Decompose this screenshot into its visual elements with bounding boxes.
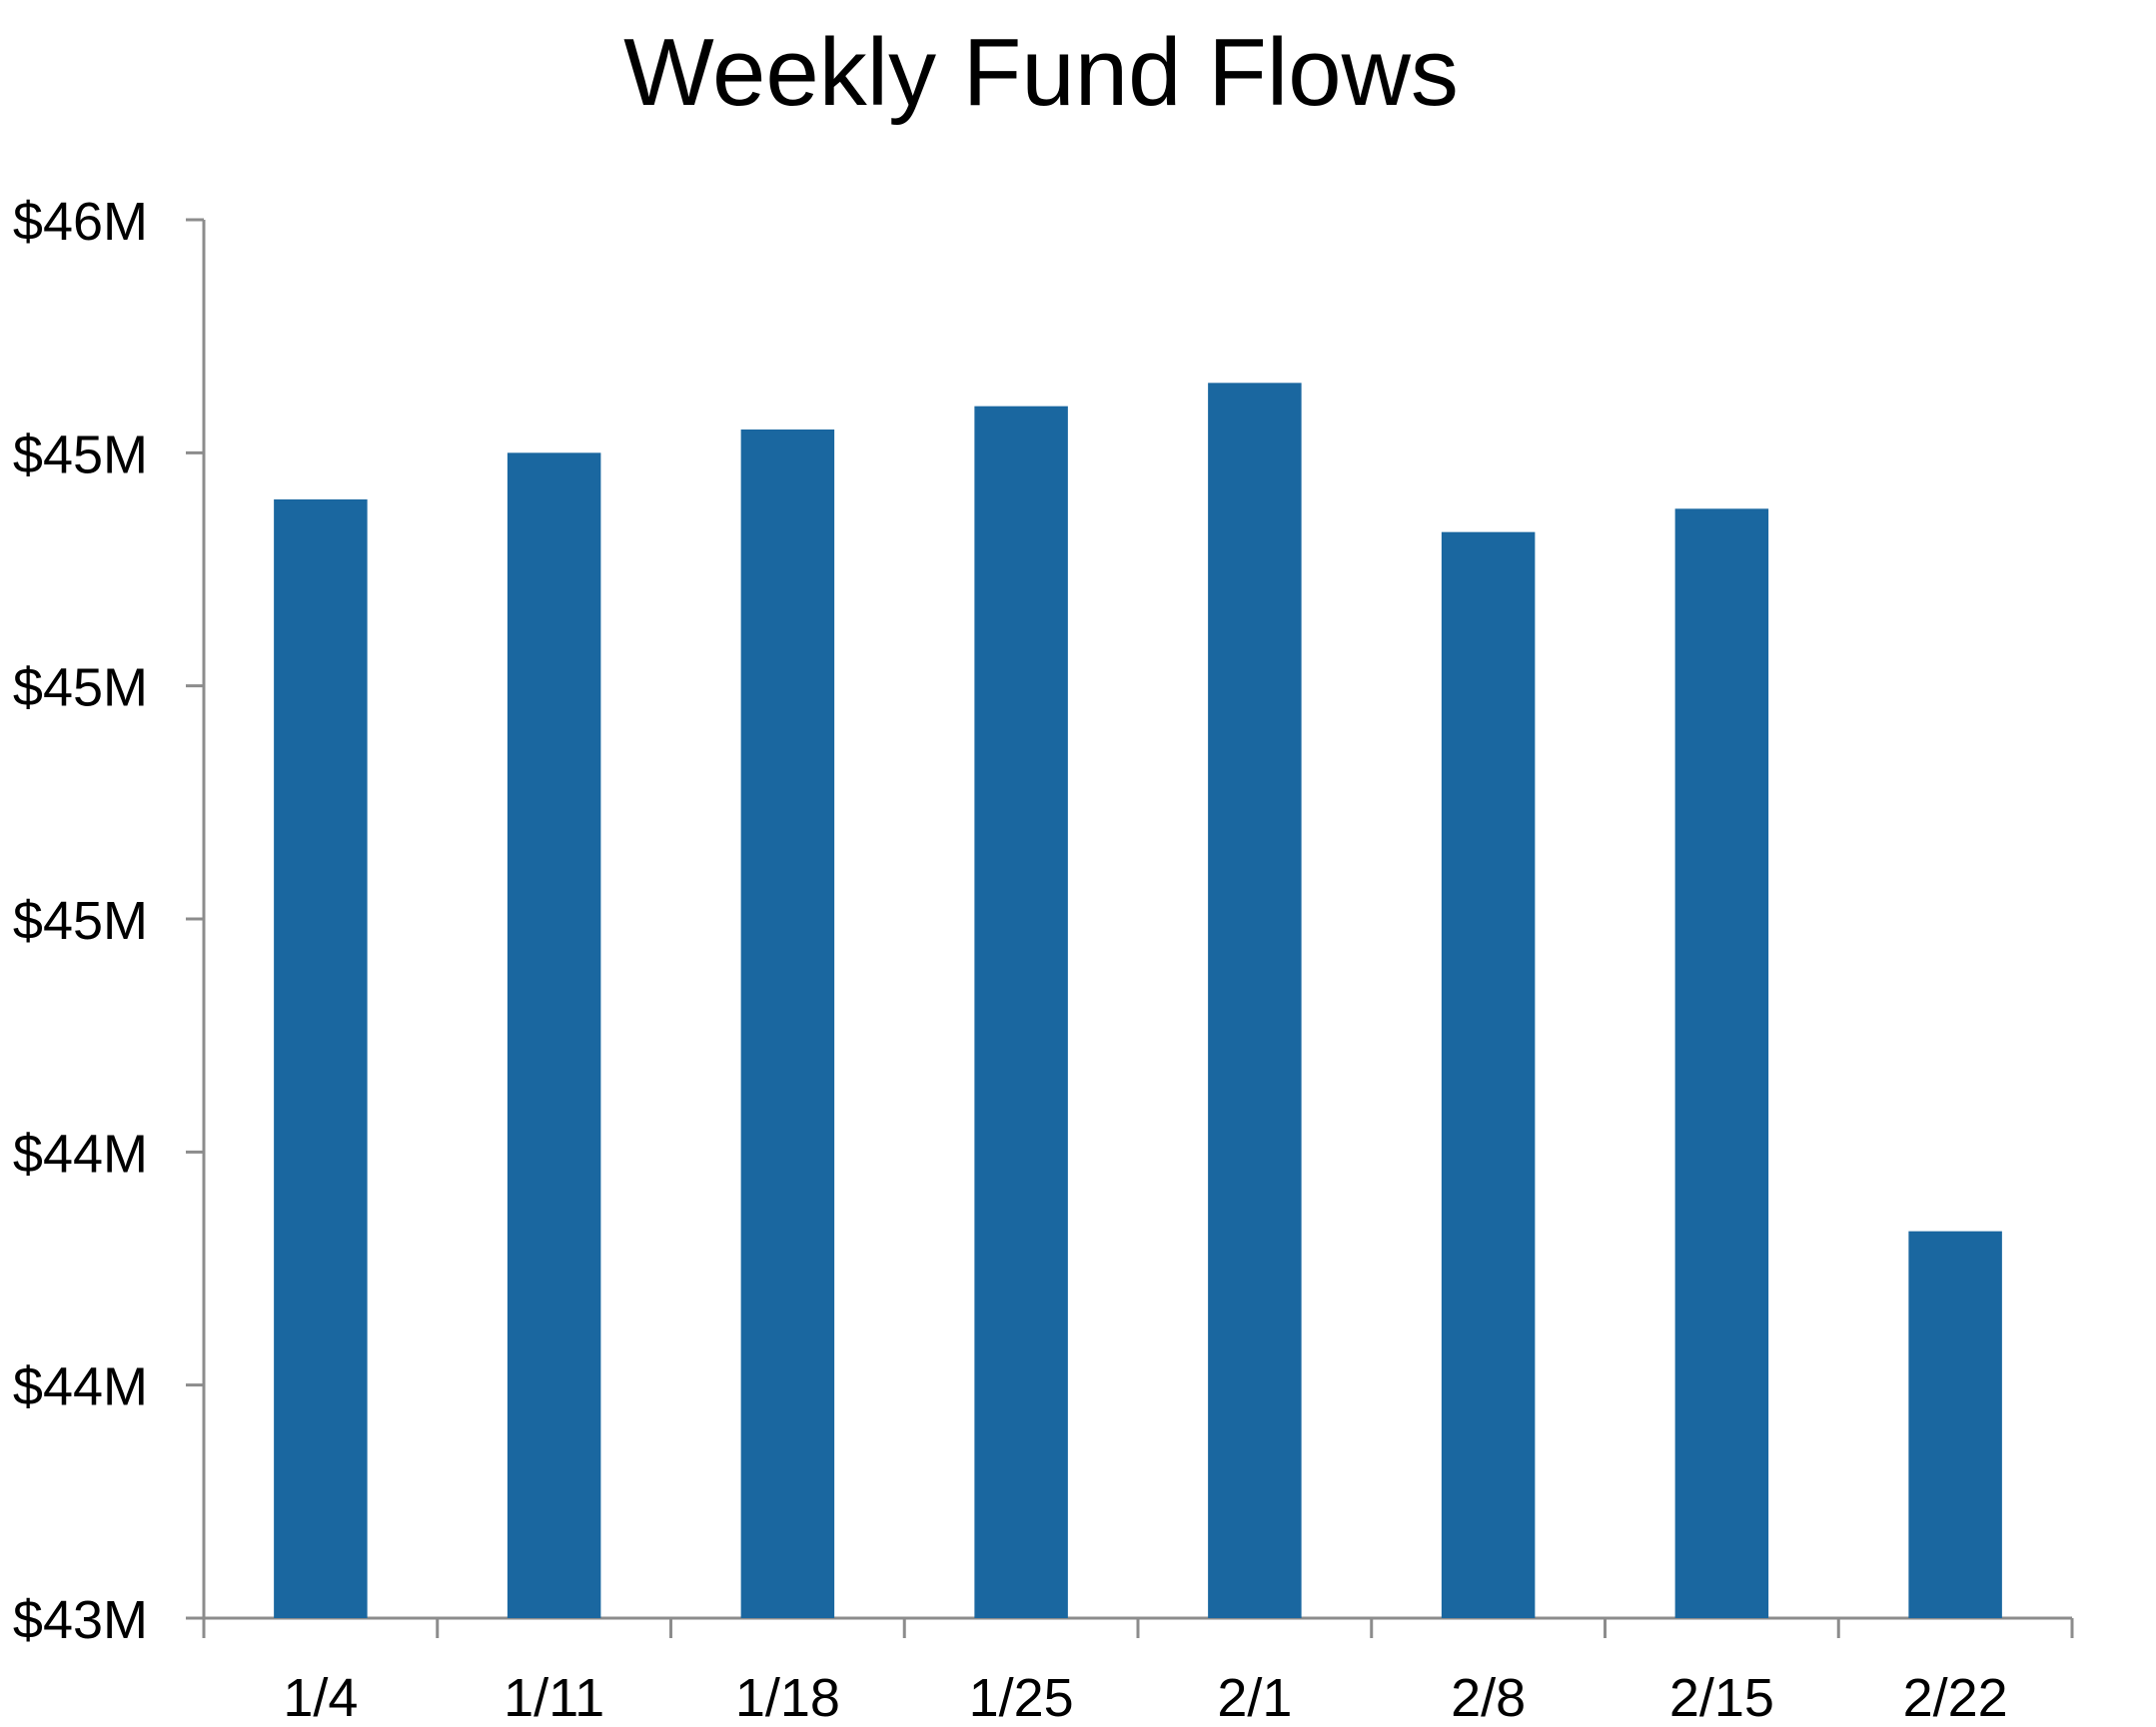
x-tick-label: 2/8 xyxy=(1451,1668,1526,1727)
bar-2-8 xyxy=(1441,531,1536,1618)
bar-2-15 xyxy=(1674,508,1769,1618)
x-tick-label: 1/18 xyxy=(735,1668,840,1727)
x-tick-label: 1/4 xyxy=(283,1668,358,1727)
x-tick-label: 2/22 xyxy=(1903,1668,2008,1727)
bar-2-1 xyxy=(1208,383,1302,1618)
chart-title: Weekly Fund Flows xyxy=(623,19,1459,126)
y-tick-label: $45M xyxy=(13,425,148,484)
x-axis: 1/4 1/11 1/18 1/25 2/1 2/8 2/15 2/22 xyxy=(202,1616,2074,1727)
bar-1-4 xyxy=(274,499,368,1618)
bar-2-22 xyxy=(1908,1231,2002,1618)
y-tick-label: $45M xyxy=(13,891,148,951)
bar-1-18 xyxy=(740,430,835,1618)
y-tick-label: $43M xyxy=(13,1590,148,1650)
bars xyxy=(274,383,2002,1619)
x-tick-label: 2/15 xyxy=(1669,1668,1774,1727)
bar-1-11 xyxy=(507,452,601,1618)
y-tick-label: $44M xyxy=(13,1357,148,1417)
y-tick-label: $44M xyxy=(13,1124,148,1184)
x-tick-label: 1/11 xyxy=(504,1668,604,1727)
y-tick-label: $45M xyxy=(13,658,148,718)
x-tick-label: 1/25 xyxy=(969,1668,1074,1727)
y-tick-label: $46M xyxy=(13,192,148,252)
x-tick-label: 2/1 xyxy=(1217,1668,1292,1727)
bar-1-25 xyxy=(974,406,1068,1619)
y-axis: $43M $44M $44M $45M $45M $45M $46M xyxy=(13,192,206,1650)
